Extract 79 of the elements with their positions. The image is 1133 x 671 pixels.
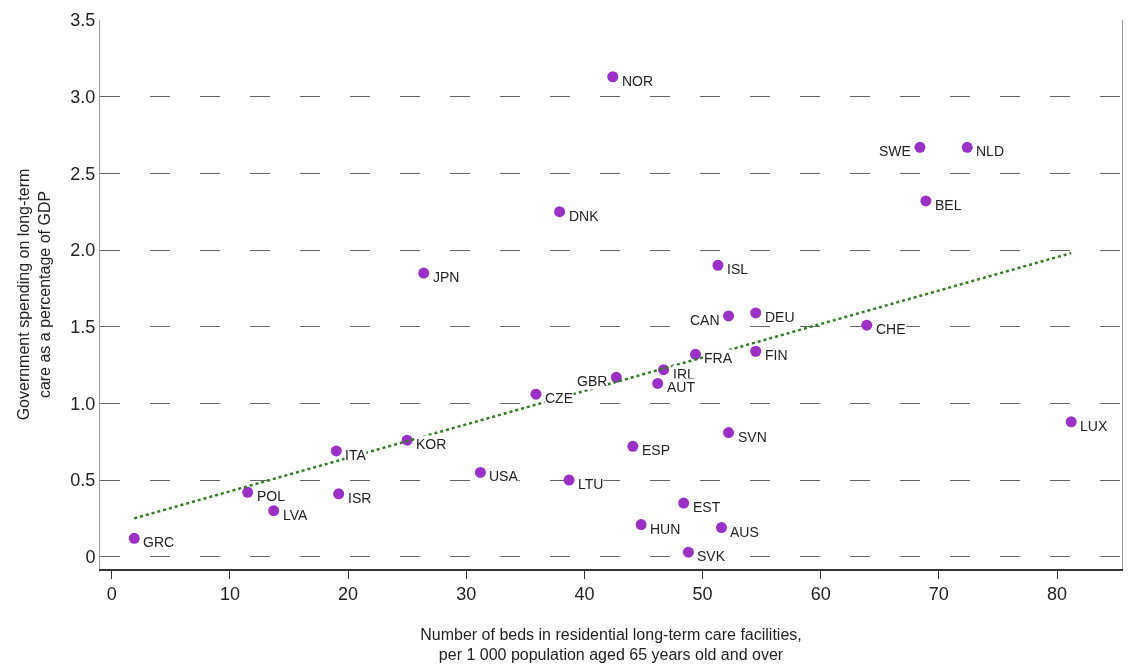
point xyxy=(682,546,694,558)
point xyxy=(861,319,873,331)
annotation: SVK xyxy=(697,548,726,564)
point xyxy=(920,195,932,207)
annotation: USA xyxy=(489,468,519,484)
y-tick-label: 0 xyxy=(85,547,96,568)
annotation: GRC xyxy=(143,534,175,550)
annotation: ITA xyxy=(345,447,367,463)
point xyxy=(474,466,486,478)
y-tick-label: 3.0 xyxy=(70,86,96,107)
annotation: GBR xyxy=(577,373,608,389)
annotation: LTU xyxy=(578,476,604,492)
point xyxy=(715,522,727,534)
annotation: NOR xyxy=(622,73,654,89)
x-tick-label: 30 xyxy=(456,584,477,605)
annotation: EST xyxy=(693,499,721,515)
x-tick-label: 0 xyxy=(106,584,117,605)
point xyxy=(627,440,639,452)
point xyxy=(723,310,735,322)
annotation: CHE xyxy=(876,321,906,337)
point xyxy=(268,505,280,517)
annotation: SWE xyxy=(879,143,911,159)
point xyxy=(418,267,430,279)
annotation: DEU xyxy=(765,309,795,325)
point xyxy=(242,486,254,498)
x-tick-label: 70 xyxy=(928,584,949,605)
annotation: ISL xyxy=(727,261,749,277)
annotation: IRL xyxy=(673,366,695,382)
y-tick-label: 2.5 xyxy=(70,163,96,184)
annotation: CAN xyxy=(690,312,720,328)
annotation: LUX xyxy=(1080,418,1108,434)
x-tick-label: 60 xyxy=(810,584,831,605)
point xyxy=(1065,416,1077,428)
annotation: DNK xyxy=(569,208,600,224)
x-tick-label: 20 xyxy=(338,584,359,605)
annotation: BEL xyxy=(935,197,962,213)
point xyxy=(723,427,735,439)
point xyxy=(333,488,345,500)
annotation: JPN xyxy=(433,269,460,285)
point xyxy=(530,388,542,400)
point xyxy=(128,532,140,544)
annotation: SVN xyxy=(738,429,767,445)
annotation: FRA xyxy=(704,350,733,366)
point xyxy=(914,141,926,153)
annotation: FIN xyxy=(765,347,788,363)
point xyxy=(750,307,762,319)
y-tick-label: 1.5 xyxy=(70,317,96,337)
point xyxy=(678,497,690,509)
annotation: KOR xyxy=(416,436,447,452)
annotation: HUN xyxy=(650,521,681,537)
annotation: AUT xyxy=(667,379,696,395)
annotation: POL xyxy=(257,488,286,504)
y-axis-title: Government spending on long-term care as a percentage of GDP xyxy=(15,168,54,421)
annotation: AUS xyxy=(730,524,759,540)
x-tick-label: 40 xyxy=(574,584,595,605)
point xyxy=(563,474,575,486)
point xyxy=(330,445,342,457)
y-tick-label: 2.0 xyxy=(70,240,96,261)
annotation: LVA xyxy=(283,507,309,523)
x-axis-title: Number of beds in residential long-term care facilities, per 1 000 population aged 65 years old and over xyxy=(420,625,802,664)
y-tick-label: 3.5 xyxy=(70,10,96,31)
annotation: CZE xyxy=(545,390,573,406)
point xyxy=(652,377,664,389)
x-tick-label: 50 xyxy=(692,584,713,605)
annotation: NLD xyxy=(976,143,1005,159)
y-tick-label: 0.5 xyxy=(70,470,96,491)
point xyxy=(750,345,762,357)
x-tick-label: 10 xyxy=(219,584,240,605)
annotation: ISR xyxy=(348,490,372,506)
point xyxy=(689,348,701,360)
point xyxy=(961,141,973,153)
y-tick-label: 1.0 xyxy=(70,393,96,414)
point xyxy=(635,519,647,531)
point xyxy=(712,259,724,271)
point xyxy=(610,371,622,383)
annotation: ESP xyxy=(642,442,671,458)
point xyxy=(607,71,619,83)
point xyxy=(554,206,566,218)
x-tick-label: 80 xyxy=(1047,584,1068,605)
